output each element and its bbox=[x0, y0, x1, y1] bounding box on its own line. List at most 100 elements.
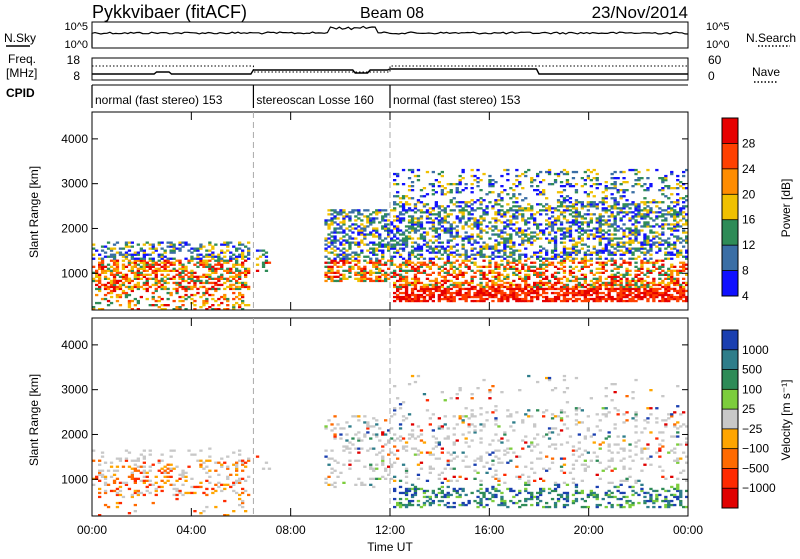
velocity-cell bbox=[143, 476, 146, 478]
velocity-cell bbox=[140, 480, 143, 482]
power-cell bbox=[584, 286, 587, 288]
power-cell bbox=[354, 274, 357, 276]
power-cell bbox=[569, 201, 572, 203]
power-cell bbox=[491, 296, 494, 298]
power-cell bbox=[405, 282, 408, 284]
power-cell bbox=[462, 227, 465, 229]
power-cell bbox=[473, 254, 476, 256]
power-cell bbox=[599, 235, 602, 237]
power-cell bbox=[411, 217, 414, 219]
velocity-cell bbox=[453, 476, 456, 478]
velocity-cell bbox=[393, 488, 396, 490]
power-cell bbox=[488, 286, 491, 288]
velocity-cell bbox=[175, 488, 178, 490]
power-cell bbox=[134, 286, 137, 288]
velocity-cell bbox=[113, 482, 116, 484]
power-cell bbox=[468, 284, 471, 286]
power-cell bbox=[494, 264, 497, 266]
power-cell bbox=[372, 235, 375, 237]
power-cell bbox=[658, 207, 661, 209]
power-cell bbox=[211, 268, 214, 270]
power-cell bbox=[566, 179, 569, 181]
power-cell bbox=[524, 219, 527, 221]
power-cell bbox=[631, 292, 634, 294]
power-cell bbox=[637, 296, 640, 298]
power-cell bbox=[116, 282, 119, 284]
power-cell bbox=[605, 294, 608, 296]
power-cell bbox=[375, 211, 378, 213]
velocity-cell bbox=[411, 504, 414, 506]
power-cell bbox=[536, 203, 539, 205]
power-cell bbox=[330, 276, 333, 278]
power-cell bbox=[479, 272, 482, 274]
power-cell bbox=[640, 260, 643, 262]
power-cell bbox=[658, 268, 661, 270]
power-cell bbox=[521, 199, 524, 201]
velocity-cell bbox=[411, 423, 414, 425]
power-cell bbox=[488, 292, 491, 294]
velocity-cell bbox=[390, 466, 393, 468]
power-cell bbox=[533, 213, 536, 215]
velocity-cell bbox=[175, 498, 178, 500]
power-cell bbox=[491, 185, 494, 187]
power-cell bbox=[524, 209, 527, 211]
power-cell bbox=[518, 244, 521, 246]
velocity-cell bbox=[476, 490, 479, 492]
power-cell bbox=[566, 288, 569, 290]
power-cell bbox=[363, 225, 366, 227]
power-cell bbox=[569, 227, 572, 229]
power-cell bbox=[417, 229, 420, 231]
power-colorbar-cells bbox=[722, 118, 738, 297]
power-cell bbox=[527, 292, 530, 294]
power-cell bbox=[631, 229, 634, 231]
power-cell bbox=[137, 286, 140, 288]
power-cell bbox=[324, 221, 327, 223]
power-cell bbox=[241, 286, 244, 288]
power-cell bbox=[679, 288, 682, 290]
power-cell bbox=[646, 276, 649, 278]
power-cell bbox=[426, 246, 429, 248]
power-cell bbox=[670, 233, 673, 235]
power-cell bbox=[482, 246, 485, 248]
power-cell bbox=[414, 294, 417, 296]
power-cell bbox=[554, 181, 557, 183]
power-cell bbox=[116, 274, 119, 276]
power-cell bbox=[670, 282, 673, 284]
power-cell bbox=[649, 239, 652, 241]
power-cell bbox=[658, 211, 661, 213]
power-cell bbox=[420, 250, 423, 252]
power-cell bbox=[471, 209, 474, 211]
power-cell bbox=[643, 217, 646, 219]
power-cell bbox=[450, 246, 453, 248]
power-cell bbox=[560, 211, 563, 213]
power-cell bbox=[488, 183, 491, 185]
power-cell bbox=[372, 266, 375, 268]
power-cell bbox=[515, 274, 518, 276]
power-cell bbox=[646, 187, 649, 189]
power-cell bbox=[620, 246, 623, 248]
power-cell bbox=[491, 276, 494, 278]
power-cell bbox=[590, 185, 593, 187]
power-cell bbox=[459, 209, 462, 211]
power-cell bbox=[536, 252, 539, 254]
power-cell bbox=[667, 270, 670, 272]
power-cell bbox=[220, 278, 223, 280]
velocity-cell bbox=[104, 482, 107, 484]
power-cell bbox=[628, 244, 631, 246]
power-cell bbox=[566, 199, 569, 201]
power-cell bbox=[167, 258, 170, 260]
velocity-cell bbox=[494, 494, 497, 496]
power-cell bbox=[170, 270, 173, 272]
power-cell bbox=[596, 300, 599, 302]
power-cell bbox=[611, 270, 614, 272]
power-cell bbox=[330, 209, 333, 211]
power-cell bbox=[396, 298, 399, 300]
power-cell bbox=[649, 225, 652, 227]
power-cell bbox=[184, 288, 187, 290]
power-cell bbox=[494, 227, 497, 229]
power-cell bbox=[473, 276, 476, 278]
velocity-cell bbox=[173, 450, 176, 452]
power-cell bbox=[131, 288, 134, 290]
power-cell bbox=[622, 244, 625, 246]
power-cell bbox=[631, 278, 634, 280]
